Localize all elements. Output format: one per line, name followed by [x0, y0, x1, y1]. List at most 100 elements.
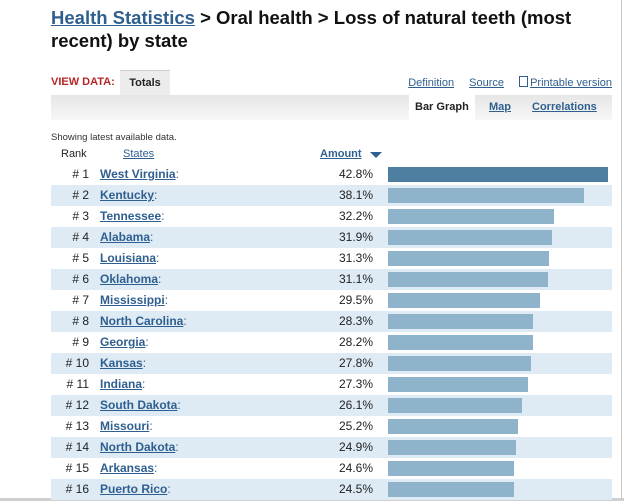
table-row: # 6 Oklahoma: 31.1% [51, 269, 612, 290]
rank-cell: # 13 [65, 419, 89, 433]
state-link[interactable]: Missouri [100, 419, 150, 433]
state-link[interactable]: Tennessee [100, 209, 162, 223]
state-link[interactable]: Kansas [100, 356, 143, 370]
amount-cell: 31.3% [338, 251, 373, 265]
state-colon: : [183, 314, 187, 328]
state-link[interactable]: Puerto Rico [100, 482, 168, 496]
state-colon: : [161, 209, 165, 223]
amount-cell: 26.1% [338, 398, 373, 412]
print-icon [519, 76, 529, 87]
state-cell: North Carolina: [100, 311, 187, 332]
state-cell: North Dakota: [100, 437, 179, 458]
table-row: # 2 Kentucky: 38.1% [51, 185, 612, 206]
state-cell: Mississippi: [100, 290, 168, 311]
state-cell: South Dakota: [100, 395, 181, 416]
table-row: # 14 North Dakota: 24.9% [51, 437, 612, 458]
state-cell: Missouri: [100, 416, 153, 437]
state-link[interactable]: West Virginia [100, 167, 176, 181]
amount-bar [388, 314, 533, 329]
state-link[interactable]: Indiana [100, 377, 143, 391]
state-colon: : [164, 293, 169, 307]
rank-cell: # 14 [65, 440, 89, 454]
tab-totals[interactable]: Totals [120, 70, 170, 96]
column-header-states[interactable]: States [123, 148, 155, 160]
amount-cell: 24.5% [338, 482, 373, 496]
breadcrumb-separator: > [312, 7, 334, 28]
table-row: # 11 Indiana: 27.3% [51, 374, 612, 395]
state-cell: West Virginia: [100, 164, 179, 185]
rank-cell: # 1 [72, 167, 89, 181]
amount-cell: 25.2% [338, 419, 373, 433]
source-link[interactable]: Source [469, 77, 504, 89]
state-cell: Puerto Rico: [100, 479, 171, 500]
rank-cell: # 5 [72, 251, 89, 265]
table-row: # 7 Mississippi: 29.5% [51, 290, 612, 311]
state-colon: : [175, 440, 179, 454]
amount-bar [388, 356, 531, 371]
rank-cell: # 10 [65, 356, 89, 370]
rank-cell: # 7 [72, 293, 89, 307]
rank-cell: # 11 [66, 377, 89, 391]
state-link[interactable]: Alabama [100, 230, 151, 244]
rank-cell: # 9 [72, 335, 89, 349]
state-link[interactable]: North Dakota [100, 440, 176, 454]
state-colon: : [177, 398, 181, 412]
amount-bar [388, 188, 584, 203]
column-header-amount[interactable]: Amount [320, 148, 362, 160]
state-colon: : [158, 272, 162, 286]
tab-correlations[interactable]: Correlations [532, 101, 597, 113]
state-link[interactable]: North Carolina [100, 314, 184, 328]
state-link[interactable]: Kentucky [100, 188, 155, 202]
table-row: # 3 Tennessee: 32.2% [51, 206, 612, 227]
amount-cell: 28.2% [338, 335, 373, 349]
breadcrumb-health-statistics-link[interactable]: Health Statistics [51, 7, 195, 28]
state-link[interactable]: Louisiana [100, 251, 157, 265]
breadcrumb-current: Loss of natural teeth (most recent) by s… [51, 7, 572, 51]
state-link[interactable]: Mississippi [100, 293, 165, 307]
table-row: # 9 Georgia: 28.2% [51, 332, 612, 353]
rank-cell: # 4 [72, 230, 89, 244]
amount-bar [388, 167, 608, 182]
definition-link[interactable]: Definition [408, 77, 455, 89]
state-link[interactable]: South Dakota [100, 398, 178, 412]
rank-cell: # 3 [72, 209, 89, 223]
amount-cell: 38.1% [338, 188, 373, 202]
table-row: # 15 Arkansas: 24.6% [51, 458, 612, 479]
rank-cell: # 16 [65, 482, 89, 496]
amount-bar [388, 377, 528, 392]
table-row: # 13 Missouri: 25.2% [51, 416, 612, 437]
state-colon: : [154, 188, 158, 202]
state-colon: : [156, 251, 160, 265]
view-subtabs: Bar Graph Map Correlations [51, 95, 612, 120]
amount-bar [388, 293, 540, 308]
state-link[interactable]: Arkansas [100, 461, 155, 475]
tab-bar-graph[interactable]: Bar Graph [409, 95, 475, 120]
table-row: # 16 Puerto Rico: 24.5% [51, 479, 612, 500]
state-cell: Kentucky: [100, 185, 157, 206]
tab-map[interactable]: Map [489, 101, 511, 113]
state-link[interactable]: Oklahoma [100, 272, 159, 286]
amount-bar [388, 251, 549, 266]
table-row: # 1 West Virginia: 42.8% [51, 164, 612, 185]
amount-cell: 31.1% [338, 272, 373, 286]
rank-cell: # 6 [72, 272, 89, 286]
state-colon: : [142, 356, 147, 370]
state-colon: : [145, 335, 149, 349]
state-colon: : [142, 377, 146, 391]
amount-bar [388, 230, 552, 245]
sort-descending-icon[interactable] [370, 152, 382, 158]
amount-bar [388, 398, 522, 413]
amount-bar [388, 419, 518, 434]
state-link[interactable]: Georgia [100, 335, 146, 349]
state-cell: Arkansas: [100, 458, 157, 479]
amount-cell: 24.9% [338, 440, 373, 454]
rank-cell: # 2 [72, 188, 89, 202]
breadcrumb-oral-health: Oral health [216, 7, 313, 28]
state-cell: Tennessee: [100, 206, 165, 227]
page-right-border [621, 0, 622, 501]
amount-bar [388, 482, 514, 497]
amount-cell: 32.2% [338, 209, 373, 223]
state-colon: : [167, 482, 171, 496]
amount-cell: 27.3% [338, 377, 373, 391]
printable-version-link[interactable]: Printable version [519, 76, 612, 89]
